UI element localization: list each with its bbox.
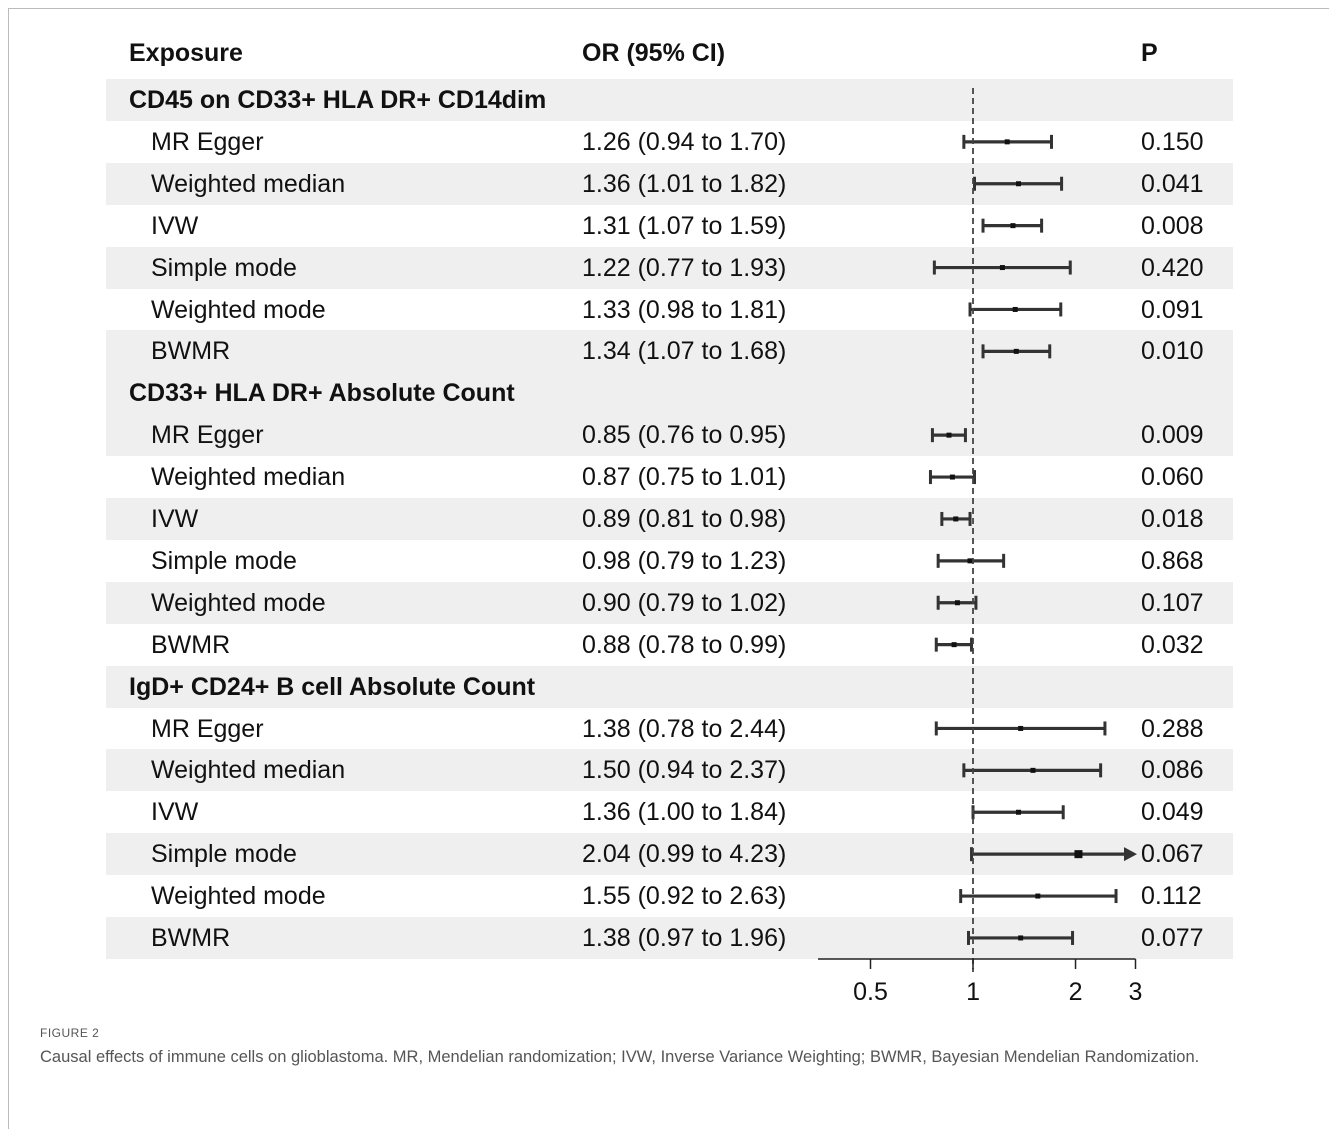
method-label: IVW [151,505,199,533]
forest-plot: 0.5 1 2 3 [818,88,1143,1006]
or-value: 0.87 (0.75 to 1.01) [582,463,787,492]
method-label: IVW [151,211,199,240]
p-value: 0.060 [1141,463,1204,492]
point-estimate [1030,767,1036,773]
group-stripe [106,79,1233,121]
point-estimate [1015,809,1021,815]
x-tick-label: 3 [1129,978,1143,1006]
p-value: 0.112 [1141,882,1202,911]
point-estimate [1074,850,1083,859]
p-value: 0.032 [1141,630,1204,659]
or-value: 0.90 (0.79 to 1.02) [582,588,787,617]
method-label: BWMR [151,337,231,366]
or-value: 2.04 (0.99 to 4.23) [582,840,787,869]
method-label: Weighted mode [151,882,326,911]
method-label: Weighted median [151,756,346,785]
point-estimate [967,558,973,564]
method-label: Weighted mode [151,588,326,617]
group-label: CD45 on CD33+ HLA DR+ CD14dim [129,86,547,114]
figure-frame [8,8,1329,1129]
or-value: 1.50 (0.94 to 2.37) [582,756,787,785]
method-label: Weighted mode [151,295,326,324]
point-estimate [1012,306,1018,312]
p-value: 0.077 [1141,924,1204,952]
p-value: 0.107 [1141,588,1204,617]
method-label: Simple mode [151,840,297,869]
p-value: 0.150 [1141,127,1204,156]
or-value: 1.36 (1.01 to 1.82) [582,169,787,198]
point-estimate [999,265,1005,271]
method-label: MR Egger [151,714,264,743]
method-label: Simple mode [151,546,297,575]
point-estimate [1004,139,1010,145]
p-value: 0.049 [1141,798,1204,827]
point-estimate [1018,725,1024,731]
or-value: 1.22 (0.77 to 1.93) [582,253,787,282]
or-value: 0.89 (0.81 to 0.98) [582,505,787,533]
row-stripe [106,414,1233,457]
method-label: Weighted median [151,463,346,492]
point-estimate [1013,348,1019,354]
method-label: Weighted median [151,169,346,198]
point-estimate [1035,893,1041,899]
header-exposure: Exposure [129,39,243,67]
group-stripe [106,665,1233,708]
header-p: P [1141,39,1158,67]
or-value: 1.38 (0.97 to 1.96) [582,924,787,952]
point-estimate [1018,935,1024,941]
method-label: MR Egger [151,421,264,450]
method-label: BWMR [151,924,231,952]
point-estimate [954,600,960,606]
p-value: 0.868 [1141,546,1204,575]
or-value: 1.38 (0.78 to 2.44) [582,714,787,743]
p-value: 0.420 [1141,253,1204,282]
x-tick-label: 1 [966,978,980,1006]
p-value: 0.086 [1141,756,1204,785]
method-label: IVW [151,798,199,827]
or-value: 1.34 (1.07 to 1.68) [582,337,787,366]
or-value: 1.33 (0.98 to 1.81) [582,295,787,324]
method-label: MR Egger [151,127,264,156]
point-estimate [946,432,952,438]
figure-label: FIGURE 2 [40,1026,100,1040]
point-estimate [951,642,957,648]
group-label: CD33+ HLA DR+ Absolute Count [129,379,515,408]
or-value: 1.55 (0.92 to 2.63) [582,882,787,911]
x-tick-label: 2 [1069,978,1083,1006]
group-label: IgD+ CD24+ B cell Absolute Count [129,672,536,701]
p-value: 0.041 [1141,169,1204,198]
p-value: 0.091 [1141,295,1204,324]
p-value: 0.008 [1141,211,1204,240]
p-value: 0.010 [1141,337,1204,366]
point-estimate [1015,181,1021,187]
p-value: 0.018 [1141,505,1204,533]
row-stripe [106,498,1233,540]
method-label: BWMR [151,630,231,659]
or-value: 1.26 (0.94 to 1.70) [582,127,787,156]
or-value: 0.85 (0.76 to 0.95) [582,421,787,450]
point-estimate [949,474,955,480]
figure-caption: Causal effects of immune cells on gliobl… [40,1048,1200,1066]
header-or: OR (95% CI) [582,39,726,67]
x-tick-label: 0.5 [853,978,888,1006]
or-value: 1.31 (1.07 to 1.59) [582,211,787,240]
point-estimate [1010,223,1016,229]
point-estimate [953,516,959,522]
group-stripe [106,372,1233,415]
p-value: 0.009 [1141,421,1204,450]
p-value: 0.288 [1141,714,1204,743]
or-value: 1.36 (1.00 to 1.84) [582,798,787,827]
p-value: 0.067 [1141,840,1204,869]
or-value: 0.98 (0.79 to 1.23) [582,546,787,575]
method-label: Simple mode [151,253,297,282]
row-stripe [106,581,1233,624]
or-value: 0.88 (0.78 to 0.99) [582,630,787,659]
ci-arrow [1124,847,1137,862]
